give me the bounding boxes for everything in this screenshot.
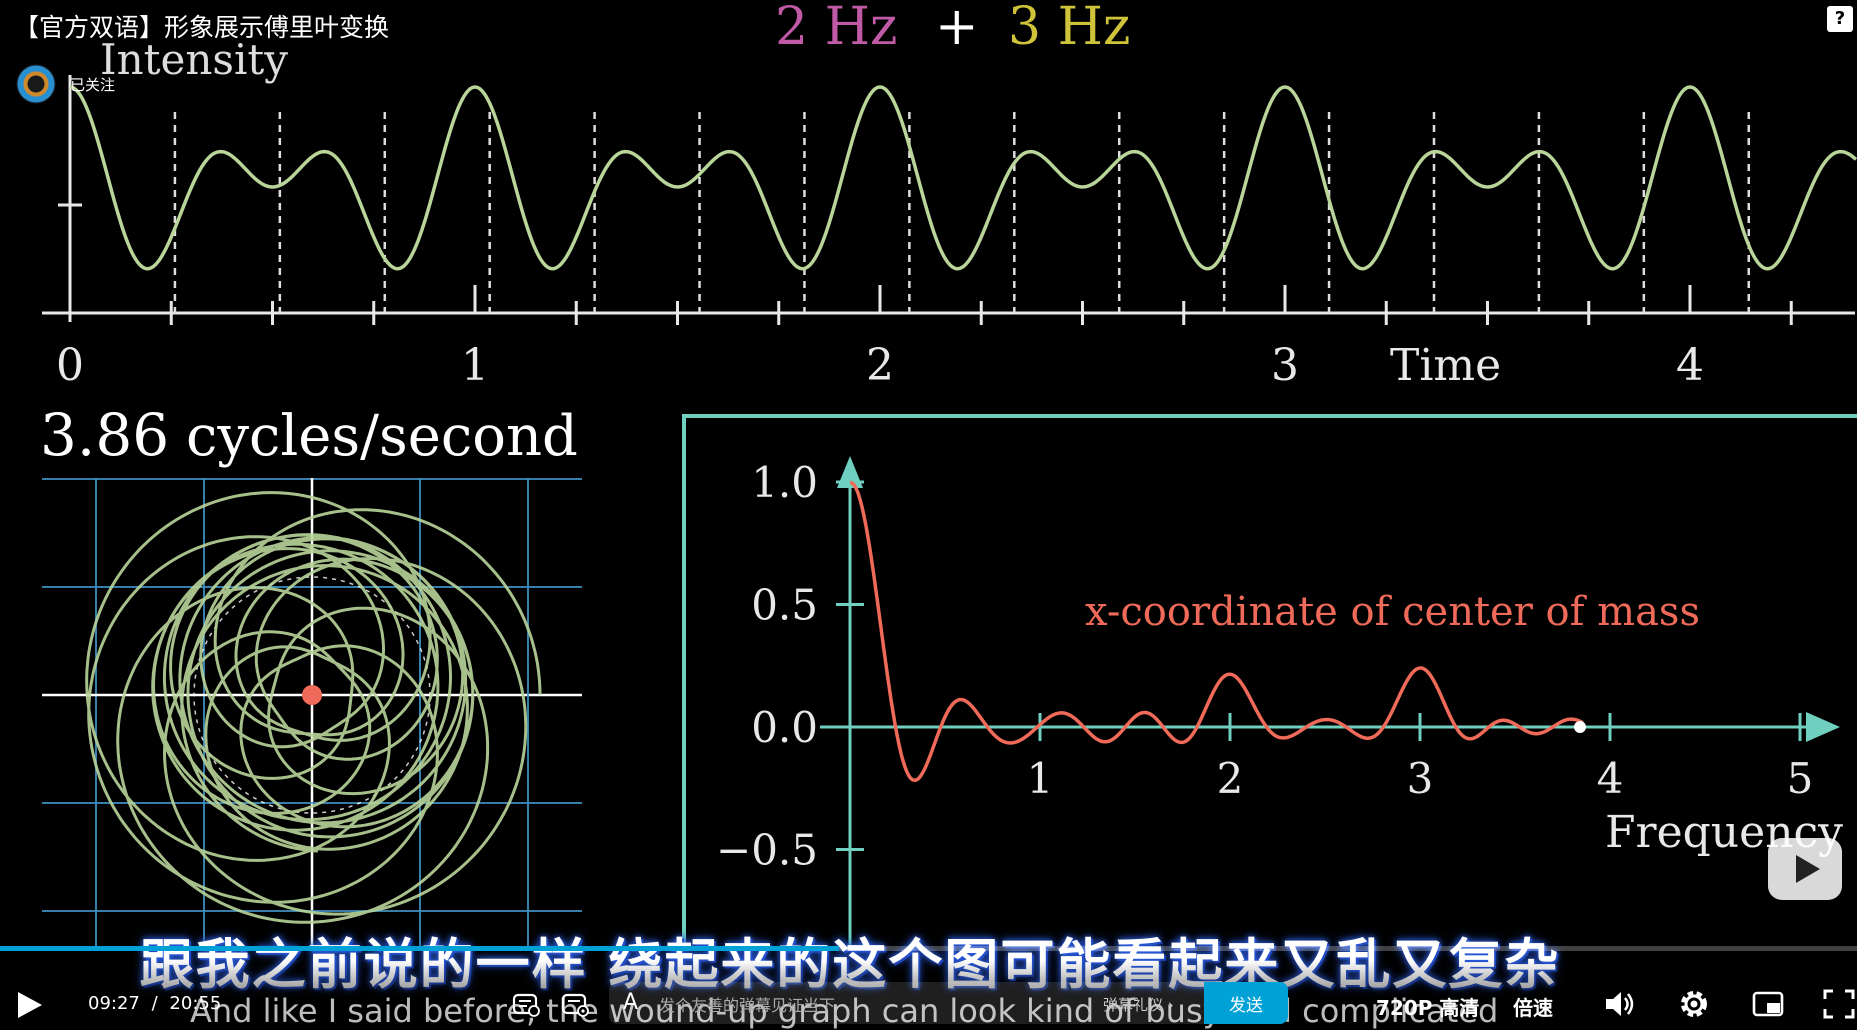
danmaku-input-box: A 弹幕礼仪 › 发送 [609,982,1288,1024]
y-tick-label: −0.5 [716,826,818,875]
current-time: 09:27 [88,993,140,1014]
x-tick-label: 4 [1597,754,1624,803]
time-tick-label: 1 [461,340,489,391]
video-title: 【官方双语】形象展示傅里叶变换 [14,13,390,42]
winding-frequency-value: 3.86 [40,401,169,469]
speed-selector[interactable]: 倍速 [1513,996,1553,1020]
center-of-mass-annotation: x-coordinate of center of mass [1085,589,1700,635]
x-tick-label: 3 [1407,754,1434,803]
x-axis-arrow [1806,712,1840,742]
fullscreen-icon[interactable] [1822,988,1856,1020]
frequency-x-labels: 1 2 3 4 5 [1027,754,1814,803]
time-tick-label: 0 [56,340,84,391]
big-play-icon[interactable] [1768,838,1842,900]
time-axis-label: Time [1390,340,1501,391]
title-plus: + [935,0,979,57]
time-separator: / [151,993,158,1014]
center-of-mass-dot [302,685,322,705]
danmaku-etiquette-link[interactable]: 弹幕礼仪 › [1103,996,1174,1014]
progress-bar[interactable] [0,946,1857,951]
signal-wave [69,85,1857,271]
avatar[interactable] [16,64,56,104]
follow-status[interactable]: 已关注 [70,75,116,94]
title-3hz: 3 Hz [1008,0,1130,57]
winding-frequency-unit: cycles/second [186,404,578,469]
send-button[interactable]: 发送 [1204,982,1288,1024]
frequency-y-labels: 1.0 0.5 0.0 −0.5 [716,458,818,875]
time-display: 09:27 / 20:55 [88,993,221,1014]
y-tick-label: 0.5 [751,581,818,630]
play-icon[interactable] [14,990,44,1020]
time-tick-labels: 0 1 2 3 4 [56,340,1704,391]
pip-icon[interactable] [1752,988,1786,1020]
frequency-plot-frame [682,414,1857,946]
center-of-mass-curve [850,480,1584,783]
quality-selector[interactable]: 720P 高清 [1376,996,1480,1020]
font-a-icon[interactable]: A [623,990,639,1015]
y-tick-label: 0.0 [751,703,818,752]
x-tick-label: 2 [1217,754,1244,803]
duration: 20:55 [169,993,222,1014]
wound-up-graph [85,491,542,924]
settings-gear-icon[interactable] [1678,988,1710,1020]
progress-fill [0,946,840,951]
volume-icon[interactable] [1603,988,1635,1020]
y-tick-label: 1.0 [751,458,818,507]
time-minor-ticks [68,285,1793,325]
x-tick-label: 1 [1027,754,1054,803]
time-tick-label: 3 [1271,340,1299,391]
time-tick-label: 4 [1676,340,1704,391]
x-tick-label: 5 [1787,754,1814,803]
danmaku-toggle-icon[interactable] [512,990,540,1018]
title-2hz: 2 Hz [775,0,897,57]
time-dashed-markers [173,112,1751,313]
danmaku-settings-icon[interactable] [561,990,589,1018]
uploader-info[interactable]: 已关注 [16,64,115,104]
frequency-ticks [836,480,1802,851]
danmaku-input[interactable] [657,992,1061,1018]
help-icon[interactable]: ? [1827,6,1853,32]
y-axis-arrow [837,456,863,488]
intensity-label: Intensity [100,35,288,84]
time-tick-label: 2 [866,340,894,391]
current-frequency-marker [1574,721,1586,733]
